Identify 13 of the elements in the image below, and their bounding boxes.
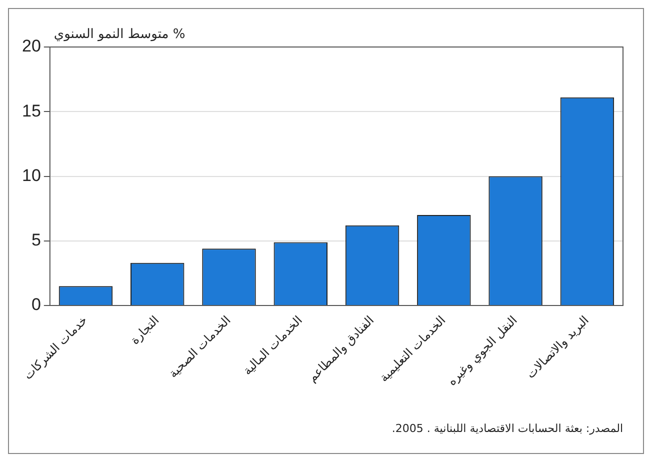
y-tick-label: 5 xyxy=(31,230,41,250)
x-tick-label: خدمات الشركات xyxy=(20,313,90,382)
y-tick-label: 0 xyxy=(31,295,41,314)
x-tick-label: التجارة xyxy=(128,313,162,348)
y-tick-label: 15 xyxy=(22,101,41,120)
text: المصدر: بعثة الحسابات الاقتصادية اللبنانية . 2005. xyxy=(392,422,623,435)
x-tick-label: البريد والاتصالات xyxy=(523,313,592,382)
x-tick-label: الخدمات الصحية xyxy=(166,313,234,381)
y-axis-title: متوسط النمو السنوي % xyxy=(54,26,186,42)
x-tick-label: الخدمات المالية xyxy=(240,313,305,378)
y-tick-label: 20 xyxy=(22,36,41,56)
x-tick-label: الفنادق والمطاعم xyxy=(305,313,377,385)
y-tick-label: 10 xyxy=(22,166,41,185)
